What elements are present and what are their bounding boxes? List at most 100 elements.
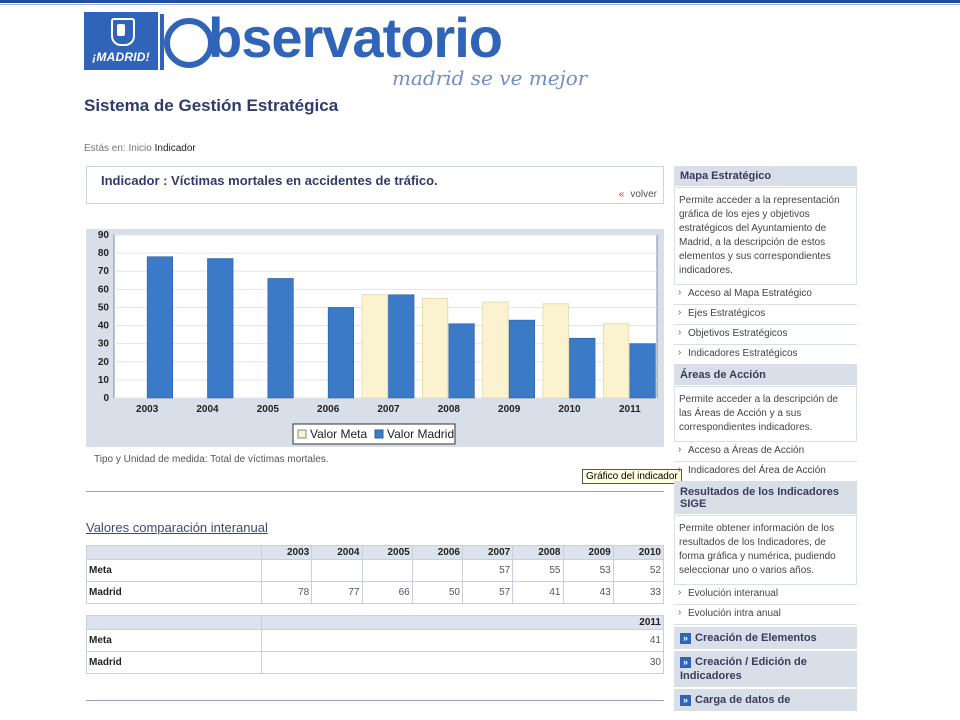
table-year-header: 2007	[461, 545, 514, 560]
y-tick-label: 10	[98, 375, 110, 386]
bar	[629, 343, 656, 399]
indicator-title: Indicador : Víctimas mortales en acciden…	[101, 173, 438, 188]
table-cell: 33	[612, 581, 665, 604]
bar	[207, 258, 234, 399]
table-year-header: 2008	[512, 545, 564, 560]
breadcrumb: Estás en: Inicio Indicador	[84, 143, 196, 154]
indicator-chart[interactable]: 0 10 20 30 40 50 60 70 80 90 2003 2004 2005 2006 2007 2…	[86, 229, 664, 447]
madrid-logo[interactable]: ¡MADRID!	[84, 12, 158, 70]
back-link-label: volver	[630, 189, 657, 200]
sidebar-mapa-link[interactable]: › Ejes Estratégicos	[674, 305, 857, 325]
y-tick-label: 70	[98, 266, 110, 277]
table-cell: 41	[261, 629, 664, 652]
bar	[388, 294, 415, 399]
table-row-label: Madrid	[86, 581, 262, 604]
x-tick-label: 2007	[377, 404, 400, 415]
bar	[361, 294, 388, 399]
bar	[482, 301, 509, 399]
breadcrumb-current: Indicador	[154, 143, 196, 154]
table-cell	[311, 559, 363, 582]
brand-name: bservatorio	[208, 6, 503, 69]
x-tick-label: 2004	[196, 404, 219, 415]
sidebar-mapa-link-label: Indicadores Estratégicos	[688, 348, 798, 359]
sidebar-resultados-desc: Permite obtener información de los resul…	[674, 515, 857, 585]
crest-icon	[111, 18, 135, 46]
chevron-right-icon: ›	[678, 287, 682, 298]
double-right-arrow-icon: »	[680, 632, 691, 644]
table-cell: 78	[260, 581, 313, 604]
page-title: Sistema de Gestión Estratégica	[84, 96, 339, 115]
table-cell	[260, 559, 313, 582]
chevron-right-icon: ›	[678, 587, 682, 598]
breadcrumb-home-link[interactable]: Inicio	[128, 143, 152, 154]
y-tick-label: 30	[98, 339, 110, 350]
table-row: Meta 57 55 53 52	[86, 559, 665, 582]
bar	[421, 298, 449, 399]
x-tick-label: 2009	[498, 404, 521, 415]
bar	[146, 256, 174, 399]
sidebar-action-button[interactable]: » Carga de datos de	[674, 689, 857, 711]
divider	[86, 491, 664, 492]
table-year-header: 2009	[562, 545, 614, 560]
sidebar-areas-link-label: Indicadores del Área de Acción	[688, 465, 826, 476]
values-table-1: 2003 2004 2005 2006 2007 2008 2009 2010 Meta 57 55…	[86, 545, 665, 604]
values-table-2: 2011 Meta 41 Madrid 30	[86, 615, 664, 674]
sidebar-areas-link-label: Acceso a Áreas de Acción	[688, 445, 805, 456]
bar	[448, 323, 475, 399]
table-year-header: 2005	[361, 545, 413, 560]
table-corner	[86, 615, 262, 630]
table-year-header: 2010	[612, 545, 665, 560]
sidebar-resultados-link[interactable]: › Evolución interanual	[674, 585, 857, 605]
sidebar-resultados-title[interactable]: Resultados de los Indicadores SIGE	[674, 482, 857, 515]
bar	[267, 278, 294, 399]
table-year-header: 2003	[260, 545, 313, 560]
y-tick-label: 40	[98, 321, 110, 332]
sidebar-action-button[interactable]: » Creación / Edición de Indicadores	[674, 651, 857, 687]
chevron-right-icon: ›	[678, 327, 682, 338]
brand-divider	[160, 14, 164, 70]
table-cell	[361, 559, 413, 582]
table-cell: 30	[261, 651, 664, 674]
back-link[interactable]: « volver	[619, 189, 657, 200]
table-cell: 57	[461, 559, 514, 582]
table-cell: 55	[512, 559, 564, 582]
brand-tagline: madrid se ve mejor	[392, 66, 588, 90]
table-cell: 52	[612, 559, 665, 582]
sidebar-mapa-desc: Permite acceder a la representación gráf…	[674, 187, 857, 285]
x-tick-label: 2003	[136, 404, 159, 415]
table-year-header: 2006	[411, 545, 464, 560]
bar	[508, 319, 536, 399]
top-border-light	[0, 4, 960, 5]
values-section-title[interactable]: Valores comparación interanual	[86, 520, 268, 535]
sidebar-resultados-link[interactable]: › Evolución intra anual	[674, 605, 857, 625]
bar	[327, 307, 355, 399]
sidebar-action-label: Carga de datos de	[695, 694, 791, 706]
top-border	[0, 0, 960, 3]
table-cell: 57	[461, 581, 514, 604]
table-row-label: Meta	[86, 629, 262, 652]
sidebar-mapa-link[interactable]: › Objetivos Estratégicos	[674, 325, 857, 345]
sidebar-mapa-link-label: Acceso al Mapa Estratégico	[688, 288, 812, 299]
table-cell	[411, 559, 464, 582]
sidebar-mapa-link[interactable]: › Acceso al Mapa Estratégico	[674, 285, 857, 305]
sidebar-areas-link[interactable]: › Acceso a Áreas de Acción	[674, 442, 857, 462]
sidebar-mapa-link[interactable]: › Indicadores Estratégicos	[674, 345, 857, 365]
table-row: Meta 41	[86, 629, 664, 652]
sidebar-mapa-title[interactable]: Mapa Estratégico	[674, 166, 857, 187]
sidebar-areas-title[interactable]: Áreas de Acción	[674, 365, 857, 386]
sidebar-mapa-link-label: Ejes Estratégicos	[688, 308, 766, 319]
table-cell: 66	[361, 581, 413, 604]
x-tick-label: 2005	[257, 404, 280, 415]
table-cell: 50	[411, 581, 464, 604]
table-year-header: 2011	[261, 615, 664, 630]
sidebar-areas-link[interactable]: › Indicadores del Área de Acción	[674, 462, 857, 482]
x-tick-label: 2006	[317, 404, 340, 415]
sidebar-action-button[interactable]: » Creación de Elementos	[674, 627, 857, 649]
legend-label-madrid: Valor Madrid	[387, 427, 454, 441]
table-row: Madrid 30	[86, 651, 664, 674]
sidebar: Mapa Estratégico Permite acceder a la re…	[674, 166, 857, 711]
chevron-right-icon: ›	[678, 307, 682, 318]
y-tick-label: 20	[98, 357, 110, 368]
madrid-logo-text: ¡MADRID!	[92, 50, 150, 64]
breadcrumb-prefix: Estás en:	[84, 143, 126, 154]
